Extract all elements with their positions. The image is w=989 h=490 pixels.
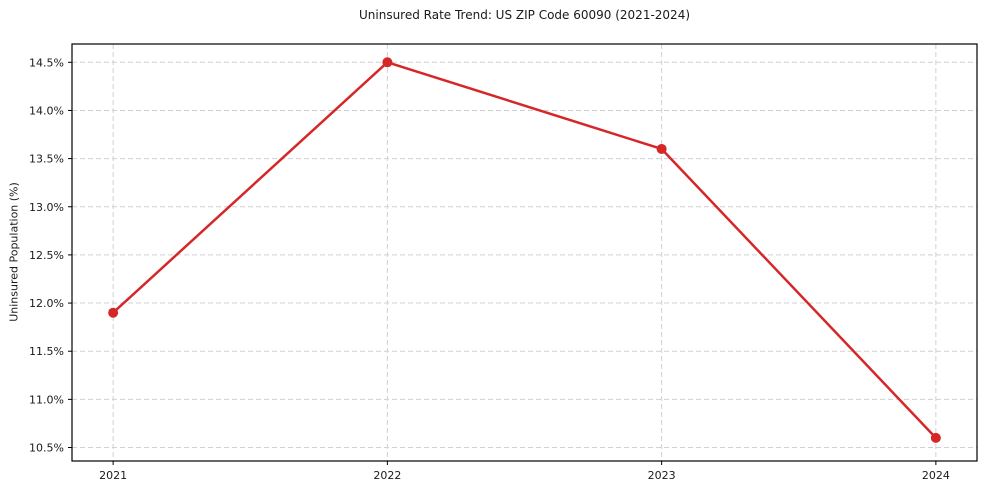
y-tick-label: 11.5%: [29, 345, 64, 358]
y-tick-label: 14.0%: [29, 104, 64, 117]
plot-border: [71, 43, 978, 462]
trend-line: [111, 61, 938, 440]
data-point-marker: [656, 143, 667, 154]
x-tick-label: 2021: [99, 469, 127, 482]
y-tick-label: 13.0%: [29, 201, 64, 214]
x-tick-label: 2022: [373, 469, 401, 482]
data-point-marker: [930, 432, 941, 443]
y-tick-label: 12.0%: [29, 297, 64, 310]
y-tick-label: 12.5%: [29, 249, 64, 262]
chart-title: Uninsured Rate Trend: US ZIP Code 60090 …: [358, 8, 691, 22]
y-tick-label: 13.5%: [29, 153, 64, 166]
x-tick-label: 2024: [922, 469, 950, 482]
y-tick-label: 14.5%: [29, 56, 64, 69]
x-tick-label: 2023: [648, 469, 676, 482]
data-point-marker: [382, 57, 393, 68]
data-point-marker: [108, 307, 119, 318]
y-tick-label: 11.0%: [29, 393, 64, 406]
y-tick-label: 10.5%: [29, 442, 64, 455]
